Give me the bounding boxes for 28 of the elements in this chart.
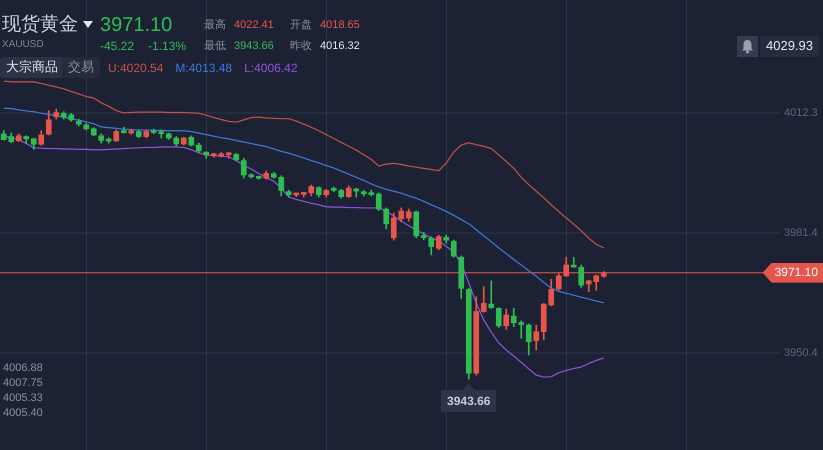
annotation: 大宗商品 [0, 57, 64, 78]
annotation: 4016.32 [320, 40, 360, 53]
annotation: 3971.10 [100, 14, 172, 37]
annotation: 昨收 [290, 40, 312, 53]
annotation: -1.13% [148, 39, 186, 54]
y-tick-label: 3950.4 [784, 347, 818, 360]
y-tick-label: 4012.3 [784, 106, 818, 119]
annotation: 4018.65 [320, 19, 360, 32]
y-tick-label: 3981.4 [784, 226, 818, 239]
annotation: 3943.66 [441, 390, 496, 412]
annotation: 4007.75 [3, 377, 43, 390]
annotation: 开盘 [290, 19, 312, 32]
text: M:4013.48 [175, 61, 232, 75]
text: L:4006.42 [244, 61, 298, 75]
annotation: 最低 [204, 40, 226, 53]
annotation: 4005.40 [3, 407, 43, 420]
annotation: 交易 [62, 57, 100, 78]
text: U:4020.54 [108, 61, 164, 75]
annotation: 3943.66 [234, 40, 274, 53]
text: 现货黄金 [2, 14, 78, 36]
annotation: 4005.33 [3, 392, 43, 405]
annotation: 3971.10 [762, 262, 823, 283]
annotation: -45.22 [100, 39, 134, 54]
annotation: 最高 [204, 19, 226, 32]
text: XAUUSD [2, 39, 44, 50]
annotation: 4006.88 [3, 362, 43, 375]
annotation: 4022.41 [234, 19, 274, 32]
annotation: 4029.93 [760, 36, 819, 57]
